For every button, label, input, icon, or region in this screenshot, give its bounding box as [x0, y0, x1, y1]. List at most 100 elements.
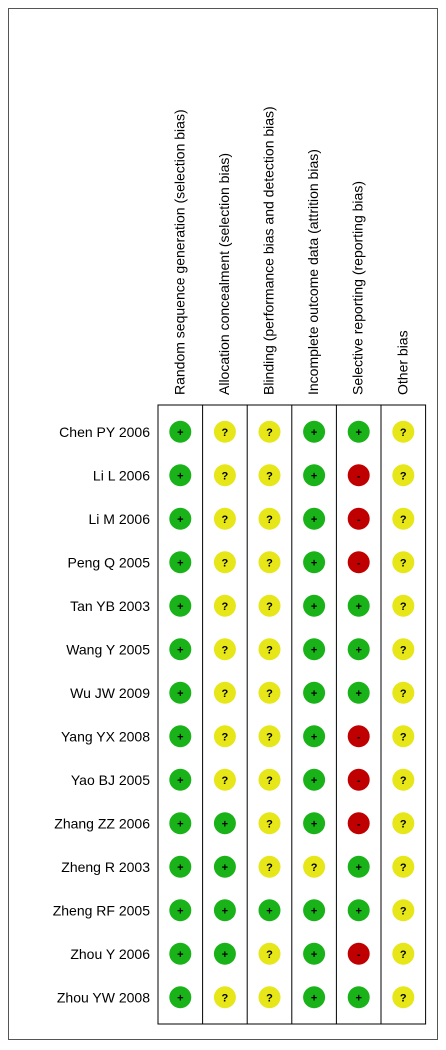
rating-circle — [347, 681, 370, 704]
rating-circle — [213, 768, 236, 791]
column-header: Incomplete outcome data (attrition bias) — [305, 149, 321, 395]
rating-symbol: ? — [222, 775, 229, 787]
rating-circle — [347, 638, 370, 661]
rating-circle — [213, 899, 236, 922]
rating-symbol: ? — [400, 470, 407, 482]
rating-circle — [303, 725, 326, 748]
rating-symbol: + — [177, 992, 183, 1004]
rating-circle — [258, 507, 281, 530]
rating-circle — [392, 942, 415, 965]
rating-symbol: ? — [266, 818, 273, 830]
rating-circle — [258, 942, 281, 965]
rating-circle — [258, 681, 281, 704]
rating-symbol: + — [177, 557, 183, 569]
rating-circle — [169, 899, 192, 922]
column-header: Other bias — [394, 330, 410, 395]
column-header: Blinding (performance bias and detection… — [261, 106, 277, 395]
frame — [8, 8, 438, 1040]
rating-circle — [169, 681, 192, 704]
study-name: Yang YX 2008 — [61, 728, 150, 744]
rating-circle — [169, 812, 192, 835]
rating-circle — [258, 725, 281, 748]
rating-symbol: + — [311, 992, 317, 1004]
rating-symbol: + — [177, 775, 183, 787]
rating-circle — [347, 464, 370, 487]
rating-symbol: ? — [222, 427, 229, 439]
rating-symbol: + — [355, 905, 361, 917]
rating-symbol: + — [222, 905, 228, 917]
rating-circle — [169, 551, 192, 574]
rating-circle — [392, 507, 415, 530]
study-name: Zheng R 2003 — [61, 859, 150, 875]
rating-symbol: - — [357, 949, 361, 961]
rating-circle — [303, 942, 326, 965]
study-name: Peng Q 2005 — [67, 554, 150, 570]
rating-symbol: ? — [400, 601, 407, 613]
rating-circle — [213, 594, 236, 617]
rating-circle — [392, 768, 415, 791]
rating-circle — [347, 986, 370, 1009]
rating-symbol: + — [311, 905, 317, 917]
rating-symbol: + — [311, 470, 317, 482]
rating-symbol: + — [311, 644, 317, 656]
rating-symbol: ? — [222, 992, 229, 1004]
rating-circle — [347, 942, 370, 965]
rating-symbol: ? — [266, 514, 273, 526]
rating-symbol: ? — [222, 557, 229, 569]
study-name: Zhou YW 2008 — [57, 989, 150, 1005]
rating-circle — [303, 420, 326, 443]
rating-symbol: ? — [266, 644, 273, 656]
rating-circle — [392, 420, 415, 443]
rating-circle — [258, 855, 281, 878]
rating-symbol: + — [177, 818, 183, 830]
rating-circle — [169, 638, 192, 661]
rating-symbol: + — [177, 731, 183, 743]
rating-symbol: - — [357, 557, 361, 569]
rating-symbol: ? — [400, 731, 407, 743]
rating-symbol: ? — [266, 470, 273, 482]
rating-circle — [392, 899, 415, 922]
rating-circle — [213, 725, 236, 748]
rating-symbol: ? — [266, 992, 273, 1004]
rating-symbol: ? — [400, 427, 407, 439]
rating-circle — [169, 855, 192, 878]
rating-symbol: + — [355, 688, 361, 700]
rating-circle — [258, 594, 281, 617]
rating-symbol: + — [311, 557, 317, 569]
rating-circle — [303, 681, 326, 704]
rating-symbol: ? — [400, 818, 407, 830]
rating-symbol: + — [355, 601, 361, 613]
rating-circle — [213, 464, 236, 487]
rating-circle — [303, 507, 326, 530]
rating-symbol: - — [357, 514, 361, 526]
rating-symbol: ? — [266, 949, 273, 961]
rating-circle — [169, 768, 192, 791]
rating-symbol: ? — [266, 731, 273, 743]
rating-circle — [347, 899, 370, 922]
rating-circle — [258, 551, 281, 574]
rating-symbol: ? — [400, 514, 407, 526]
rating-circle — [213, 638, 236, 661]
rating-circle — [258, 420, 281, 443]
rating-symbol: ? — [311, 862, 318, 874]
rating-circle — [392, 855, 415, 878]
rating-circle — [392, 638, 415, 661]
rating-symbol: + — [222, 818, 228, 830]
rating-symbol: - — [357, 470, 361, 482]
rating-circle — [258, 812, 281, 835]
rating-symbol: + — [355, 427, 361, 439]
study-name: Zhou Y 2006 — [70, 946, 150, 962]
rating-symbol: + — [311, 427, 317, 439]
rating-circle — [213, 420, 236, 443]
rating-circle — [347, 551, 370, 574]
rating-circle — [303, 551, 326, 574]
rating-circle — [169, 594, 192, 617]
rating-circle — [258, 986, 281, 1009]
rating-circle — [213, 986, 236, 1009]
rating-symbol: ? — [266, 427, 273, 439]
rating-symbol: + — [311, 818, 317, 830]
rating-circle — [303, 464, 326, 487]
rating-symbol: + — [222, 862, 228, 874]
rating-symbol: + — [177, 470, 183, 482]
